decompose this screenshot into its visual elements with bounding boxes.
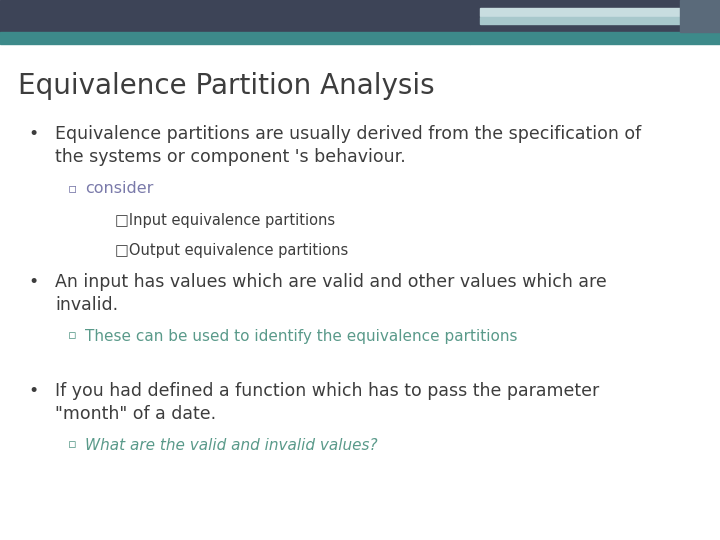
Bar [480, 17, 680, 24]
Text: ▫: ▫ [68, 329, 77, 342]
Text: ▫: ▫ [68, 438, 77, 451]
Text: consider: consider [85, 181, 153, 196]
Text: An input has values which are valid and other values which are
invalid.: An input has values which are valid and … [55, 273, 607, 314]
Bar [470, 32, 720, 44]
Text: If you had defined a function which has to pass the parameter
"month" of a date.: If you had defined a function which has … [55, 382, 599, 423]
Text: These can be used to identify the equivalence partitions: These can be used to identify the equiva… [85, 329, 518, 344]
Text: □Input equivalence partitions: □Input equivalence partitions [115, 213, 335, 227]
Bar [480, 8, 680, 16]
Text: •: • [28, 273, 38, 291]
Bar [0, 0, 720, 32]
Bar [680, 0, 720, 32]
Text: □Output equivalence partitions: □Output equivalence partitions [115, 243, 348, 258]
Text: What are the valid and invalid values?: What are the valid and invalid values? [85, 438, 377, 454]
Text: •: • [28, 382, 38, 401]
Text: Equivalence Partition Analysis: Equivalence Partition Analysis [18, 72, 435, 100]
Text: Equivalence partitions are usually derived from the specification of
the systems: Equivalence partitions are usually deriv… [55, 125, 642, 166]
Text: ▫: ▫ [68, 181, 77, 195]
Bar [0, 32, 470, 44]
Text: •: • [28, 125, 38, 143]
